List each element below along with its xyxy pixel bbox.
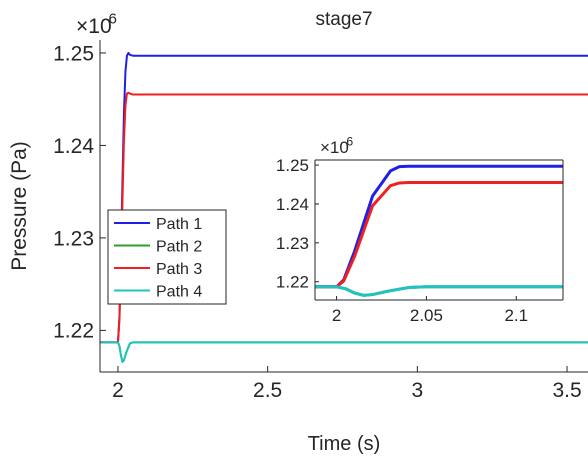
inset-y-exponent-base: ×10	[320, 138, 349, 157]
inset-series-group	[315, 164, 563, 297]
main-x-tick-label: 3.5	[552, 379, 581, 402]
legend: Path 1 Path 2 Path 3 Path 4	[107, 209, 227, 305]
main-series-group	[100, 51, 588, 363]
inset-x-tick-label: 2.1	[504, 306, 528, 325]
legend-label-path-3: Path 3	[156, 261, 202, 278]
legend-label-path-4: Path 4	[156, 284, 202, 301]
inset-chart: 2 2.05 2.1 1.22 1.23 1.24 1.25 ×106	[276, 134, 564, 325]
main-y-axis-label: Pressure (Pa)	[8, 141, 31, 271]
inset-y-tick-label: 1.24	[276, 195, 309, 214]
legend-box	[107, 209, 227, 305]
main-y-tick-label: 1.24	[53, 135, 94, 158]
inset-plot-area	[315, 160, 563, 300]
main-x-axis-label: Time (s)	[308, 433, 381, 455]
inset-y-exponent-power: 6	[346, 134, 353, 148]
main-y-exponent-power: 6	[109, 11, 117, 28]
main-x-tick-label: 2	[112, 379, 124, 402]
inset-x-tick-label: 2	[332, 306, 341, 325]
main-series-line-path-3	[100, 91, 588, 344]
inset-x-tick-label: 2.05	[410, 306, 443, 325]
main-x-tick-label: 2.5	[253, 379, 282, 402]
inset-y-tick-label: 1.22	[276, 273, 309, 292]
main-series-line-path-4	[100, 341, 588, 363]
inset-y-tick-label: 1.25	[276, 156, 309, 175]
inset-y-tick-label: 1.23	[276, 234, 309, 253]
main-y-tick-label: 1.23	[53, 227, 94, 250]
legend-label-path-2: Path 2	[156, 239, 202, 256]
legend-label-path-1: Path 1	[156, 216, 202, 233]
main-x-tick-label: 3	[412, 379, 424, 402]
main-title: stage7	[315, 9, 372, 30]
main-y-tick-label: 1.25	[53, 42, 94, 65]
main-y-exponent-base: ×10	[76, 15, 112, 38]
main-y-tick-label: 1.22	[53, 320, 94, 343]
inset-series-line-path-3	[315, 181, 563, 289]
inset-series-line-path-4	[315, 285, 563, 297]
